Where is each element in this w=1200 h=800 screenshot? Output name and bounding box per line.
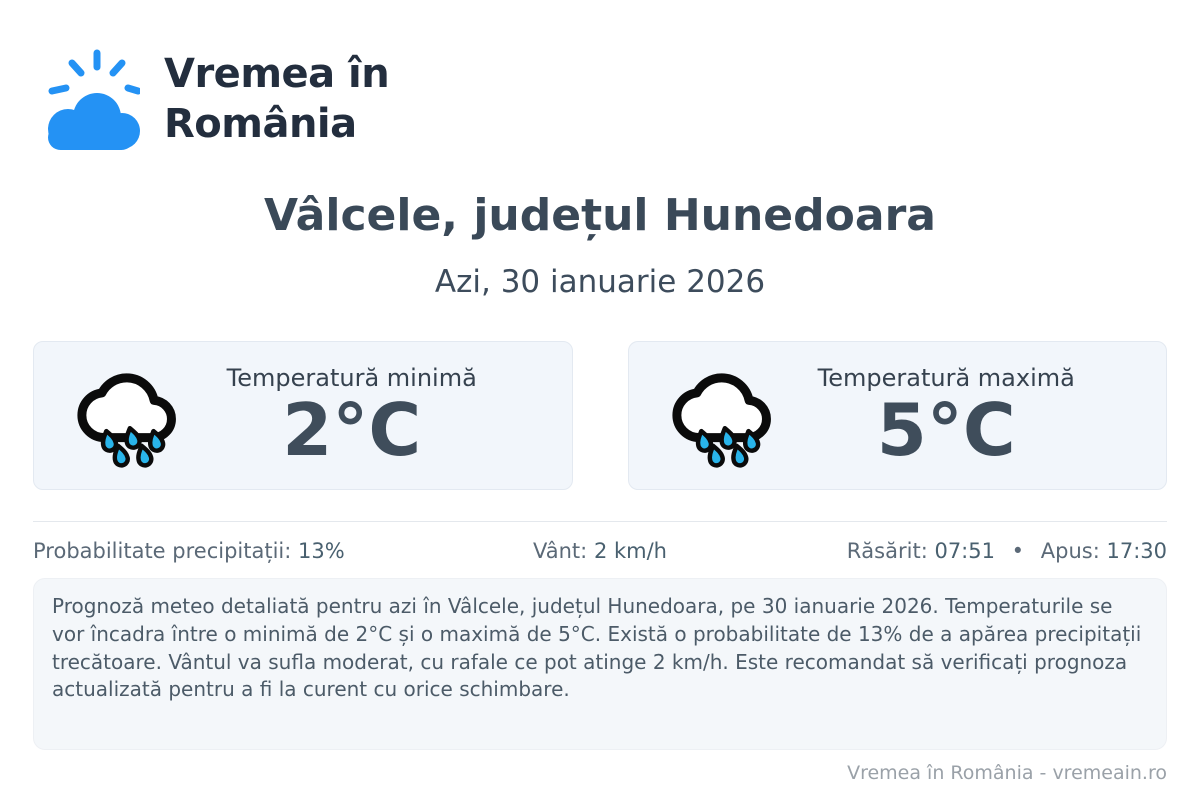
min-temperature-card: Temperatură minimă 2°C — [33, 341, 573, 490]
max-temperature-label: Temperatură maximă — [817, 363, 1075, 392]
sunrise-label: Răsărit: — [846, 539, 928, 563]
precipitation-value: 13% — [298, 539, 345, 563]
max-temperature-value: 5°C — [876, 387, 1016, 472]
stats-row: Probabilitate precipitații: 13% Vânt: 2 … — [33, 521, 1167, 563]
sun-cloud-logo-icon — [48, 49, 140, 150]
wind-stat: Vânt: 2 km/h — [411, 539, 789, 563]
brand-header: Vremea în România — [40, 46, 390, 152]
date-subtitle: Azi, 30 ianuarie 2026 — [434, 264, 766, 300]
min-temperature-value: 2°C — [282, 387, 422, 472]
sunset-value: 17:30 — [1106, 539, 1167, 563]
rain-cloud-icon — [72, 361, 190, 471]
max-temperature-card: Temperatură maximă 5°C — [627, 341, 1167, 490]
min-temperature-text: Temperatură minimă 2°C — [190, 364, 514, 467]
sun-times-stat: Răsărit: 07:51 • Apus: 17:30 — [789, 539, 1167, 563]
sunrise-value: 07:51 — [934, 539, 995, 563]
min-temperature-label: Temperatură minimă — [226, 363, 477, 392]
precipitation-label: Probabilitate precipitații: — [33, 539, 292, 563]
brand-name-line2: România — [164, 101, 357, 147]
footer-credit: Vremea în România - vremeain.ro — [847, 762, 1167, 784]
wind-label: Vânt: — [533, 539, 588, 563]
precipitation-stat: Probabilitate precipitații: 13% — [33, 539, 411, 563]
wind-value: 2 km/h — [593, 539, 667, 563]
brand-name: Vremea în România — [164, 49, 390, 149]
rain-cloud-icon — [667, 361, 785, 471]
max-temperature-text: Temperatură maximă 5°C — [785, 364, 1109, 467]
forecast-summary-text: Prognoză meteo detaliată pentru azi în V… — [52, 594, 1142, 702]
forecast-summary-card: Prognoză meteo detaliată pentru azi în V… — [33, 578, 1167, 750]
bullet-separator: • — [1011, 539, 1025, 563]
temperature-cards: Temperatură minimă 2°C Temperatură maxim… — [33, 341, 1167, 490]
page-title: Vâlcele, județul Hunedoara — [264, 190, 936, 241]
sunset-label: Apus: — [1040, 539, 1100, 563]
brand-name-line1: Vremea în — [164, 51, 390, 97]
